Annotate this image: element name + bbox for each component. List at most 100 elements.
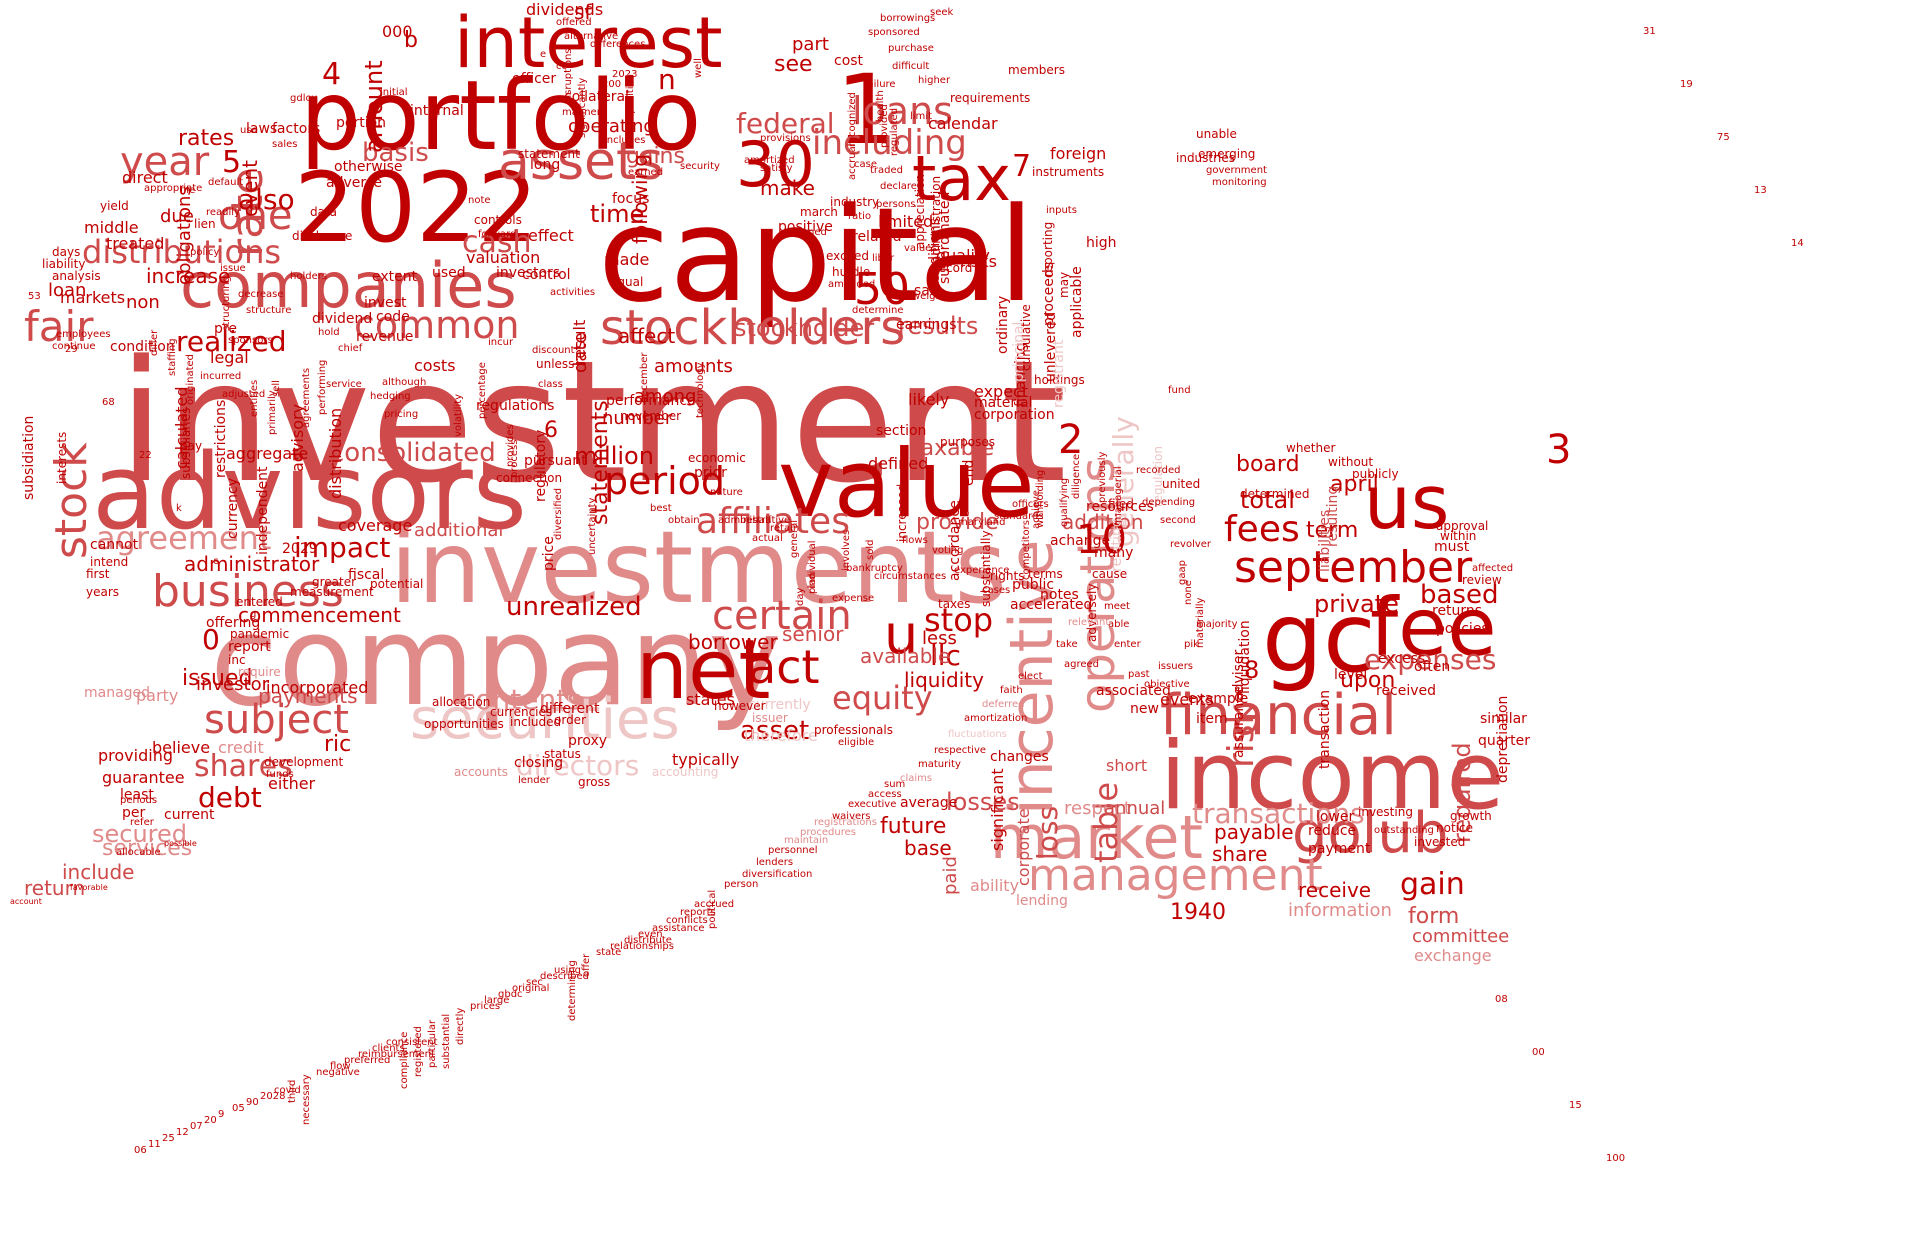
word-467: uncertainty (587, 497, 598, 555)
word-561: negative (316, 1067, 360, 1078)
word-396: exceed (826, 249, 870, 263)
word-74: time (590, 200, 645, 228)
word-574: 06 (134, 1145, 147, 1156)
word-48: shares (194, 749, 293, 784)
word-69: federal (736, 107, 835, 140)
word-189: funds (266, 769, 294, 780)
word-28: business (152, 566, 344, 617)
word-269: november (620, 409, 682, 423)
word-491: withholding (1035, 469, 1046, 528)
word-590: g (250, 609, 257, 620)
word-492: qualifying (1059, 477, 1070, 527)
word-82: based (1420, 580, 1499, 610)
word-442: readily (206, 207, 240, 218)
word-68: realized (176, 325, 287, 358)
word-219: 6 (544, 418, 558, 443)
word-515: faith (1000, 685, 1023, 696)
word-556: consistent (386, 1037, 438, 1048)
word-239: non (126, 292, 160, 313)
word-1: capital (598, 179, 1035, 331)
word-426: difficult (892, 61, 930, 72)
word-573: 11 (148, 1139, 161, 1150)
word-581: 75 (1717, 132, 1730, 143)
word-484: flows (902, 535, 928, 546)
word-289: sale (914, 283, 943, 299)
word-248: revenue (356, 329, 414, 345)
word-287: limited (878, 212, 934, 231)
word-550: prices (470, 1001, 501, 1012)
word-549: large (484, 995, 510, 1006)
word-249: costs (414, 356, 456, 375)
word-168: eligible (838, 737, 875, 748)
word-2: company (210, 590, 782, 734)
word-444: structuring (221, 276, 232, 331)
word-139: similar (1480, 711, 1527, 727)
word-519: respective (934, 745, 987, 756)
word-488: officers (1012, 499, 1049, 510)
word-6: 2022 (294, 152, 539, 264)
word-12: net (636, 623, 771, 718)
word-480: day (795, 587, 806, 606)
word-391: determine (852, 305, 904, 316)
word-483: circumstances (874, 571, 947, 582)
word-100: commencement (238, 603, 401, 627)
word-220: 7 (1012, 149, 1032, 184)
word-45: distributions (82, 233, 282, 271)
word-61: directors (516, 749, 640, 782)
word-81: private (1314, 590, 1399, 618)
word-102: additional (414, 520, 504, 541)
word-509: able (1108, 619, 1130, 630)
word-478: sold (865, 539, 876, 560)
word-44: contents (460, 683, 582, 716)
word-93: secured (92, 820, 188, 848)
word-138: quarter (1478, 733, 1530, 749)
word-567: 05 (232, 1103, 245, 1114)
word-194: account (10, 897, 42, 906)
word-305: high (1086, 235, 1117, 251)
word-229: part (792, 34, 829, 55)
word-349: portion (336, 115, 387, 131)
word-10: interest (454, 2, 723, 84)
word-114: ability (970, 876, 1020, 895)
word-0: investment (118, 324, 1067, 520)
word-92: exchange (1414, 946, 1492, 965)
word-400: persons (876, 199, 916, 210)
word-238: loan (48, 280, 87, 301)
word-410: earned (628, 167, 664, 178)
word-42: fair (24, 302, 94, 351)
word-379: hold (318, 327, 340, 338)
word-195: possible (164, 839, 197, 848)
word-278: expect (974, 382, 1029, 401)
word-201: inc (228, 653, 246, 667)
word-234: event (238, 160, 262, 217)
word-26: management (1028, 850, 1323, 901)
word-54: stop (924, 601, 994, 639)
word-482: bankruptcy (846, 563, 903, 574)
word-130: assurance (1231, 686, 1247, 758)
word-421: recognized (847, 92, 858, 147)
word-357: calendar (928, 114, 998, 133)
word-303: united (1162, 477, 1201, 491)
word-489: competitors (1021, 520, 1032, 580)
word-91: committee (1412, 926, 1510, 947)
word-205: entered (236, 595, 283, 609)
word-582: 13 (1754, 185, 1767, 196)
word-233: factors (272, 121, 321, 137)
word-62: unrealized (506, 592, 642, 622)
word-152: lower (1316, 809, 1355, 825)
word-461: pricing (384, 409, 419, 420)
word-430: failure (864, 79, 896, 90)
word-406: amortized (744, 155, 795, 166)
word-589: c (213, 556, 219, 567)
word-14: financial (1160, 683, 1397, 748)
word-341: years (86, 585, 120, 599)
word-496: recorded (1136, 465, 1181, 476)
word-263: among (634, 386, 697, 407)
word-186: current (164, 807, 215, 823)
word-528: maintain (784, 835, 829, 846)
word-162: accounts (454, 765, 509, 779)
word-108: liquidity (904, 668, 984, 692)
word-458: service (326, 379, 362, 390)
word-150: review (1462, 573, 1502, 587)
word-473: actual (752, 533, 783, 544)
